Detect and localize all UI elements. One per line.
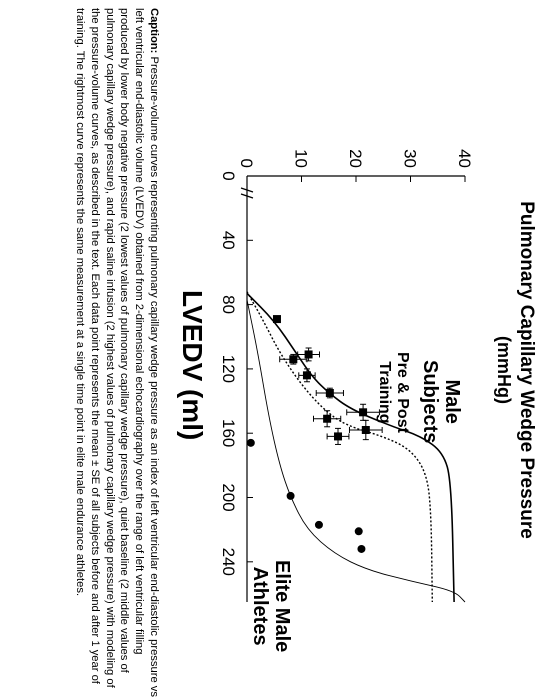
chart-plot: 0 40 80 120 160 200 240 0 10 20 30 40 [219,149,474,603]
annotation-line: Male [441,379,463,424]
x-tick-label: 160 [219,419,238,447]
data-point-square [359,408,368,417]
figure-caption: Caption: Pressure-volume curves represen… [72,8,161,698]
x-tick-label: 80 [219,295,238,314]
annotation-pre-post: Pre & Post Training [375,352,411,433]
annotation-line: Elite Male [271,560,293,653]
x-tick-label: 240 [219,548,238,576]
data-point-circle [246,438,255,447]
x-tick-label: 200 [219,483,238,511]
annotation-line: Subjects [418,360,441,444]
data-point-circle [357,544,366,553]
annotation-male-subjects: Male Subjects [418,360,463,443]
y-tick-label: 10 [292,149,311,168]
data-point-square [289,355,298,364]
caption-text: Pressure-volume curves representing pulm… [74,8,160,697]
chart-marks [246,315,383,553]
x-axis-title: LVEDV (ml) [177,290,208,441]
x-tick-label: 120 [219,355,238,383]
data-point-square [361,425,370,434]
chart-axes: 0 40 80 120 160 200 240 0 10 20 30 40 [219,149,474,602]
annotation-line: Training [376,361,394,424]
data-point-square [304,350,313,359]
y-tick-label: 30 [401,149,420,168]
data-point-square [272,315,281,324]
data-point-square [334,432,343,441]
caption-label: Caption: [148,8,160,54]
y-tick-label: 40 [455,149,474,168]
annotation-line: Athletes [248,566,271,646]
chart-curves [246,291,466,603]
curve-solid [246,292,455,603]
x-tick-label: 40 [219,231,238,250]
y-tick-label: 0 [237,159,256,168]
data-point-square [323,414,332,423]
data-point-circle [354,527,363,536]
x-tick-label: 0 [219,171,238,180]
data-point-square [302,371,311,380]
curve-dotted [246,291,433,603]
data-point-circle [314,520,323,529]
data-point-circle [286,491,295,500]
y-tick-label: 20 [346,149,365,168]
annotation-elite-athletes: Elite Male Athletes [248,560,293,652]
curve-thin [246,299,466,603]
data-point-square [325,389,334,398]
annotation-line: Pre & Post [394,352,411,433]
axis-break-mark [240,187,254,199]
